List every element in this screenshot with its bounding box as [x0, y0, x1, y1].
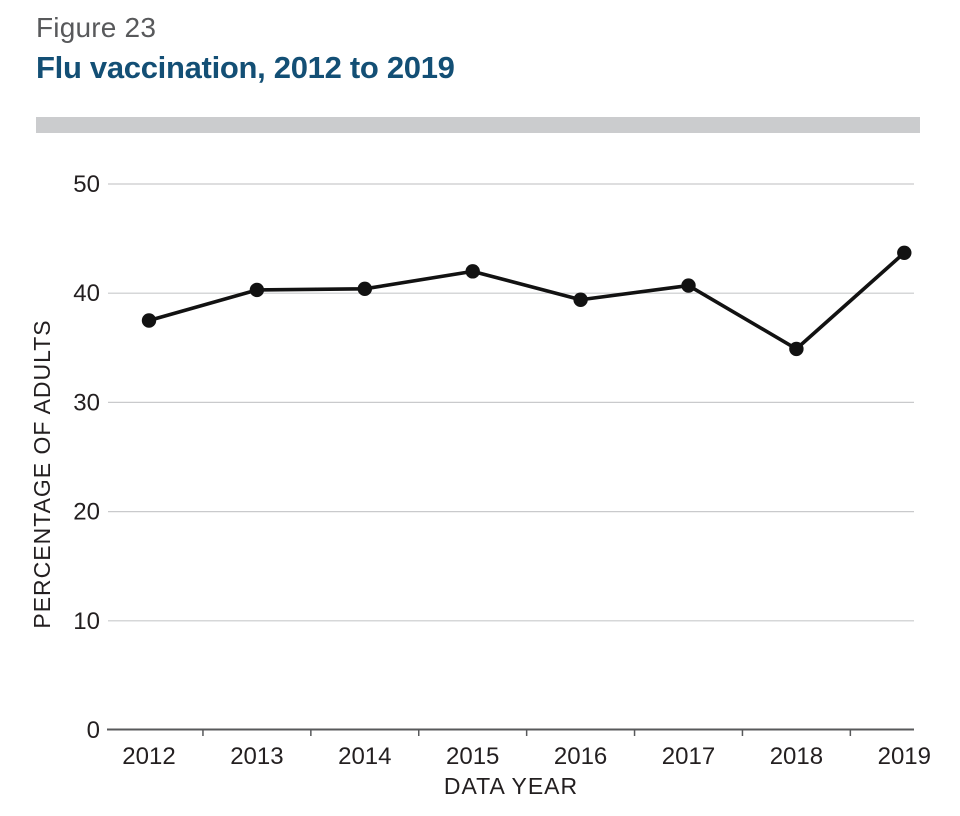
- data-point-2018: [789, 341, 804, 357]
- data-series-layer: [141, 245, 912, 357]
- gridlines-layer: [108, 183, 914, 622]
- chart-title: Flu vaccination, 2012 to 2019: [36, 50, 455, 85]
- x-tick-label-2017: 2017: [662, 743, 715, 770]
- section-divider-bar: [36, 117, 920, 133]
- data-point-2017: [681, 278, 696, 293]
- data-point-2012: [141, 313, 157, 328]
- y-tick-label-50: 50: [73, 171, 100, 198]
- x-tick-label-2016: 2016: [554, 743, 607, 770]
- x-tick-label-2015: 2015: [446, 743, 499, 770]
- y-tick-label-40: 40: [73, 280, 100, 307]
- y-tick-label-10: 10: [73, 608, 100, 635]
- data-point-2014: [357, 281, 372, 297]
- y-tick-label-0: 0: [87, 717, 100, 744]
- x-tick-label-2019: 2019: [878, 743, 931, 770]
- x-tick-labels-layer: 2012 2013 2014 2015 2016 2017 2018 2019: [122, 743, 931, 770]
- y-tick-label-20: 20: [73, 499, 100, 526]
- x-tick-label-2013: 2013: [230, 743, 283, 770]
- x-tick-label-2012: 2012: [122, 743, 175, 770]
- y-axis-title: PERCENTAGE OF ADULTS: [29, 319, 55, 628]
- y-tick-labels-layer: 0 10 20 30 40 50: [73, 171, 100, 744]
- data-point-2019: [897, 245, 912, 260]
- x-axis-title: DATA YEAR: [444, 773, 578, 799]
- data-point-2013: [249, 282, 265, 298]
- figure-number-label: Figure 23: [36, 12, 157, 43]
- x-axis-layer: [107, 728, 914, 736]
- y-tick-label-30: 30: [73, 389, 100, 416]
- x-tick-label-2018: 2018: [770, 743, 823, 770]
- data-point-2015: [465, 264, 480, 279]
- x-tick-label-2014: 2014: [338, 743, 391, 770]
- data-point-2016: [573, 292, 588, 307]
- series-line-flu-vaccination: [148, 251, 906, 351]
